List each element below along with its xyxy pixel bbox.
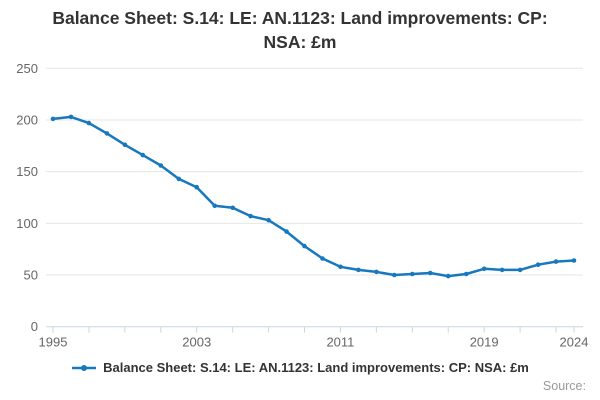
x-axis-tick-label: 2024 xyxy=(560,335,589,350)
y-axis-tick-label: 100 xyxy=(16,216,38,231)
legend-line-marker xyxy=(71,363,97,373)
data-point-marker[interactable] xyxy=(410,271,415,277)
y-axis-tick-label: 150 xyxy=(16,164,38,179)
data-point-marker[interactable] xyxy=(284,229,289,234)
data-point-marker[interactable] xyxy=(302,243,307,249)
data-point-marker[interactable] xyxy=(248,213,253,219)
data-point-marker[interactable] xyxy=(176,176,182,182)
y-axis-tick-label: 0 xyxy=(31,319,38,334)
x-axis-tick-label: 2019 xyxy=(470,335,499,350)
data-point-marker[interactable] xyxy=(50,116,56,122)
data-series[interactable] xyxy=(50,114,577,279)
data-point-marker[interactable] xyxy=(463,271,469,277)
y-axis-tick-label: 250 xyxy=(16,61,38,76)
data-point-marker[interactable] xyxy=(320,256,325,261)
data-point-marker[interactable] xyxy=(194,184,199,190)
data-point-marker[interactable] xyxy=(266,217,271,223)
data-point-marker[interactable] xyxy=(553,259,559,264)
data-point-marker[interactable] xyxy=(68,114,74,120)
data-point-marker[interactable] xyxy=(499,267,505,273)
data-point-marker[interactable] xyxy=(158,163,164,168)
data-point-marker[interactable] xyxy=(517,267,523,273)
data-point-marker[interactable] xyxy=(428,270,433,276)
data-point-marker[interactable] xyxy=(481,266,487,272)
x-axis-tick-label: 1995 xyxy=(39,335,68,350)
legend-marker-glyph xyxy=(72,364,97,371)
chart-title: Balance Sheet: S.14: LE: AN.1123: Land i… xyxy=(52,8,548,52)
legend-item[interactable]: Balance Sheet: S.14: LE: AN.1123: Land i… xyxy=(0,360,600,375)
data-point-marker[interactable] xyxy=(392,272,397,278)
data-point-marker[interactable] xyxy=(140,152,146,158)
data-point-marker[interactable] xyxy=(374,269,379,275)
data-point-marker[interactable] xyxy=(338,264,343,270)
data-point-marker[interactable] xyxy=(356,267,361,273)
legend-label: Balance Sheet: S.14: LE: AN.1123: Land i… xyxy=(103,360,529,375)
y-axis-tick-label: 200 xyxy=(16,112,38,127)
source-credit: Source: xyxy=(542,379,586,393)
x-axis-tick-label: 2003 xyxy=(182,335,211,350)
data-point-marker[interactable] xyxy=(122,142,128,148)
data-point-marker[interactable] xyxy=(104,131,110,136)
y-axis-tick-label: 50 xyxy=(24,268,38,283)
data-point-marker[interactable] xyxy=(86,120,92,126)
data-point-marker[interactable] xyxy=(230,205,235,211)
data-point-marker[interactable] xyxy=(212,203,217,209)
data-point-marker[interactable] xyxy=(535,262,541,268)
x-axis-tick-label: 2011 xyxy=(326,335,354,350)
data-point-marker[interactable] xyxy=(571,258,577,263)
series-line xyxy=(51,115,576,278)
data-point-marker[interactable] xyxy=(445,273,451,279)
